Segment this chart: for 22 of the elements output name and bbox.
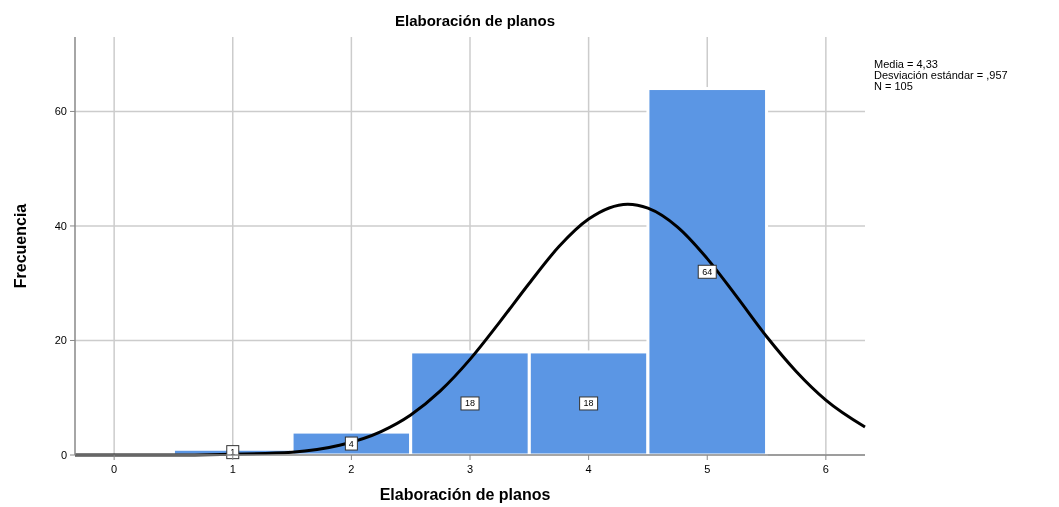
- y-tick-label: 20: [54, 334, 67, 347]
- data-label: 64: [702, 266, 713, 277]
- x-tick-label: 6: [822, 463, 829, 475]
- data-label: 4: [348, 438, 354, 449]
- data-label: 18: [464, 398, 476, 409]
- chart-title: Elaboración de planos: [394, 12, 556, 29]
- text: N = 105: [874, 80, 913, 92]
- x-tick-label: 5: [704, 463, 711, 475]
- x-tick-label: 0: [111, 463, 118, 475]
- x-tick-label: 2: [348, 463, 355, 475]
- data-label: 1: [230, 447, 236, 458]
- y-tick-label: 40: [54, 219, 67, 232]
- y-tick-label: 0: [60, 449, 67, 461]
- data-label: 18: [583, 398, 594, 409]
- y-tick-label: 60: [54, 105, 67, 118]
- x-tick-label: 1: [229, 463, 236, 475]
- y-axis-title: Frecuencia: [12, 203, 29, 289]
- text: Desviación estándar = ,957: [874, 69, 1008, 81]
- x-axis-title: Elaboración de planos: [379, 486, 551, 503]
- text: Media = 4,33: [874, 58, 938, 70]
- x-tick-label: 4: [585, 463, 592, 475]
- x-tick-label: 3: [466, 463, 474, 475]
